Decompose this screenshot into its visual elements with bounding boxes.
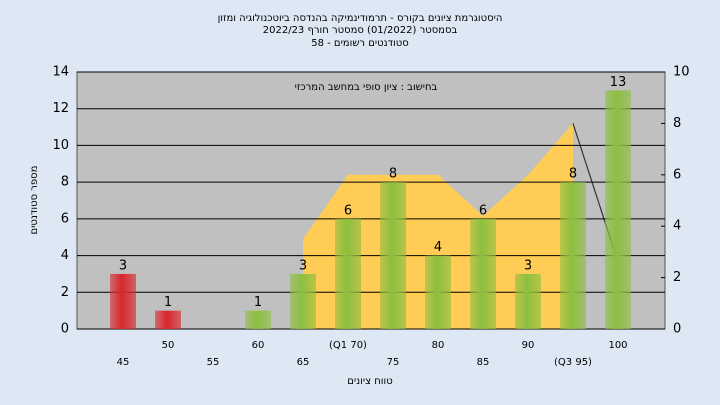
x-tick-label: 80: [432, 340, 445, 351]
y-tick-label: 4: [61, 248, 69, 263]
x-axis-label: טווח ציונים: [347, 376, 392, 387]
x-tick-label: 45: [117, 357, 130, 368]
bar: [380, 182, 406, 329]
data-label: 3: [524, 258, 532, 273]
bar: [110, 273, 136, 329]
bar: [335, 218, 361, 329]
y-tick-label: 10: [52, 138, 69, 153]
x-tick-label: (Q1 70): [329, 340, 367, 351]
y-tick-label: 0: [61, 322, 69, 337]
data-label: 6: [479, 203, 487, 218]
bar: [560, 182, 586, 329]
bar: [245, 310, 271, 329]
bar: [470, 218, 496, 329]
y-tick-label: 12: [52, 101, 69, 116]
y-tick-label: 14: [52, 65, 69, 80]
y2-tick-label: 4: [673, 219, 681, 234]
x-tick-label: 100: [608, 340, 627, 351]
bar: [605, 90, 631, 329]
y-tick-label: 6: [61, 211, 69, 226]
chart-title: היסטוגרמת ציונים בקורס - תרמודינמיקה בהנ…: [218, 13, 503, 24]
y2-tick-label: 8: [673, 116, 681, 131]
data-label: 1: [254, 295, 262, 310]
chart-subtitle: בסמסטר (01/2022) סמסטר חורף 2022/23: [263, 25, 458, 36]
y-tick-label: 8: [61, 175, 69, 190]
bar: [515, 273, 541, 329]
y-tick-label: 2: [61, 285, 69, 300]
data-label: 13: [610, 75, 627, 90]
chart-subtitle: סטודנטים רשומים - 58: [311, 38, 409, 49]
x-tick-label: (Q3 95): [554, 357, 592, 368]
data-label: 8: [389, 167, 397, 182]
data-label: 8: [569, 167, 577, 182]
bar: [290, 273, 316, 329]
bar: [425, 255, 451, 329]
bar: [155, 310, 181, 329]
y2-tick-label: 6: [673, 167, 681, 182]
x-tick-label: 50: [162, 340, 175, 351]
data-label: 3: [119, 258, 127, 273]
y2-tick-label: 2: [673, 270, 681, 285]
annotation: בחישוב : ציון סופי במחשב המרכזי: [295, 82, 438, 93]
area: [303, 123, 573, 330]
x-tick-label: 55: [207, 357, 220, 368]
data-label: 4: [434, 240, 442, 255]
y-axis-label: מספר סטודנטים: [29, 166, 40, 235]
x-tick-label: 90: [522, 340, 535, 351]
x-tick-label: 60: [252, 340, 265, 351]
y2-tick-label: 0: [673, 322, 681, 337]
data-label: 1: [164, 295, 172, 310]
y2-tick-label: 10: [673, 65, 690, 80]
x-tick-label: 85: [477, 357, 490, 368]
x-tick-label: 65: [297, 357, 310, 368]
x-tick-label: 75: [387, 357, 400, 368]
data-label: 6: [344, 203, 352, 218]
data-label: 3: [299, 258, 307, 273]
